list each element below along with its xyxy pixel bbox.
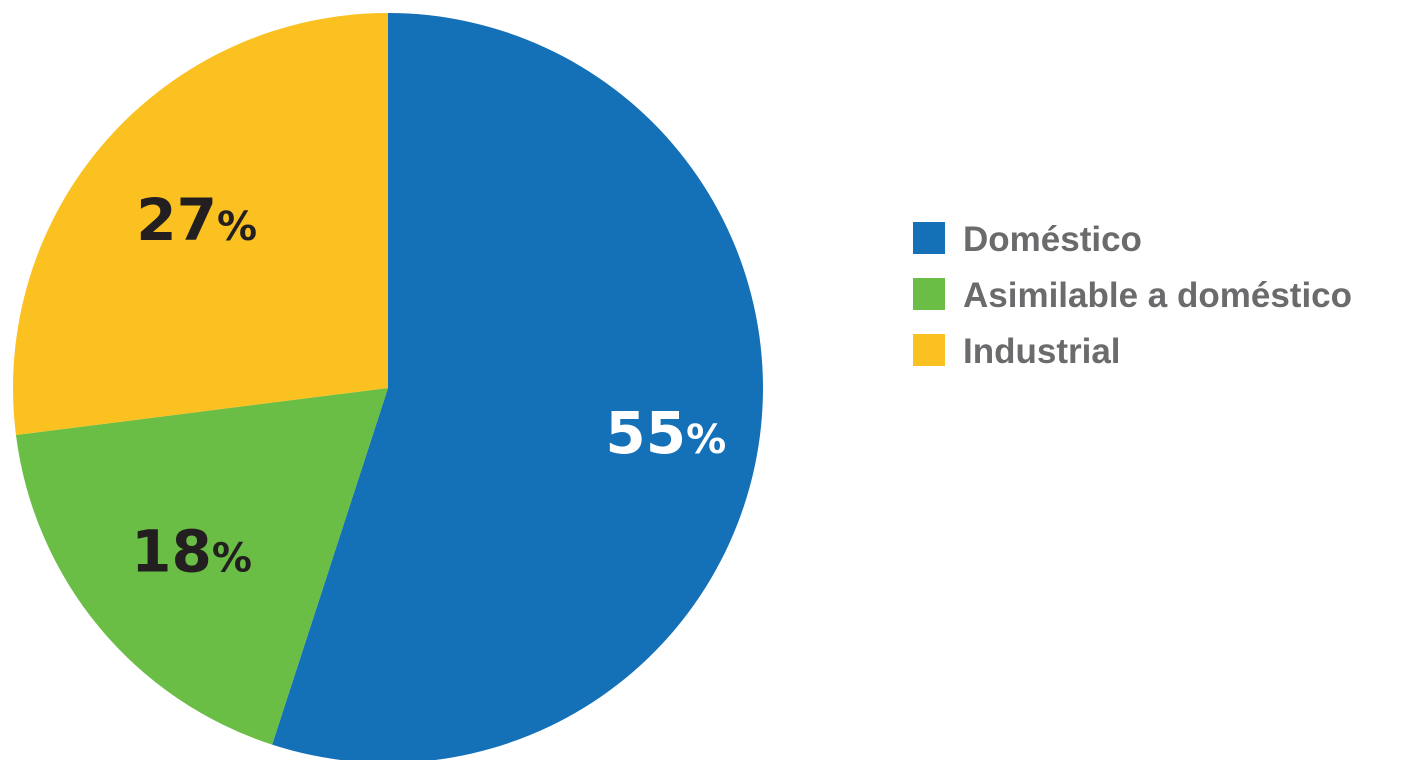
legend-swatch bbox=[913, 334, 945, 366]
legend-label: Industrial bbox=[963, 332, 1121, 371]
pie-slices bbox=[13, 13, 763, 760]
pie-slice-asimilable-a-doméstico bbox=[15, 388, 389, 745]
legend-swatch bbox=[913, 278, 945, 310]
slice-label: 55% bbox=[605, 399, 726, 467]
pie-slice-industrial bbox=[13, 13, 389, 435]
slice-value: 55 bbox=[605, 399, 686, 467]
slice-unit: % bbox=[686, 417, 726, 463]
legend-label: Asimilable a doméstico bbox=[963, 276, 1352, 315]
legend-label: Doméstico bbox=[963, 220, 1142, 259]
legend-swatch bbox=[913, 222, 945, 254]
slice-label: 18% bbox=[131, 517, 252, 585]
pie-slice-doméstico bbox=[272, 13, 763, 760]
slice-unit: % bbox=[212, 535, 252, 581]
slice-labels: 55%18%27% bbox=[131, 186, 726, 585]
legend: Doméstico Asimilable a doméstico Industria… bbox=[913, 220, 1352, 371]
slice-value: 18 bbox=[131, 517, 212, 585]
slice-unit: % bbox=[217, 204, 257, 250]
slice-value: 27 bbox=[136, 186, 217, 254]
slice-label: 27% bbox=[136, 186, 257, 254]
